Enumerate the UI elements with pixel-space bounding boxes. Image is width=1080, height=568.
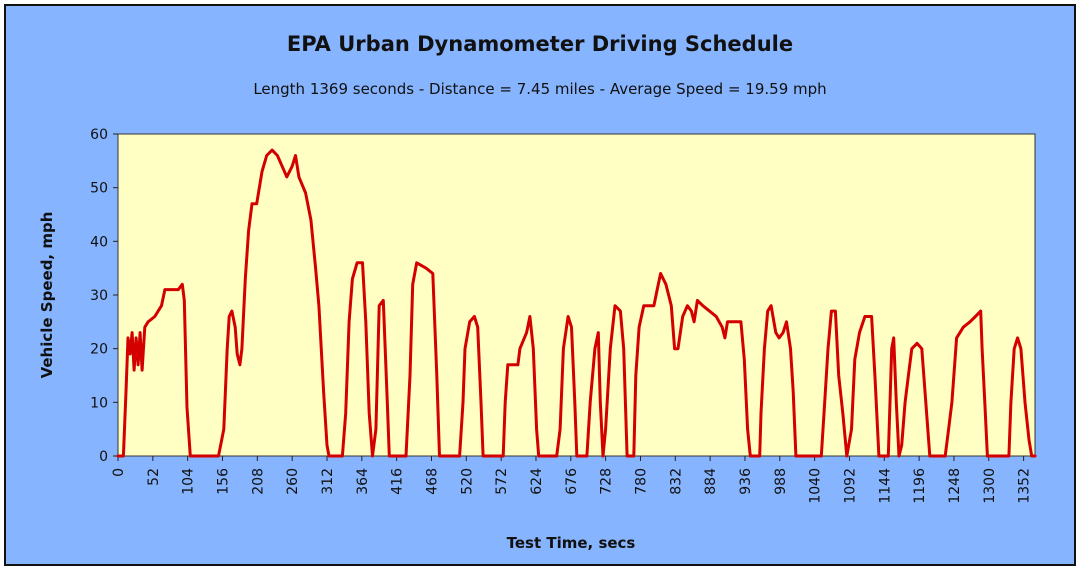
x-tick-label: 624 [529, 468, 545, 495]
speed-series-line [116, 148, 1037, 458]
x-axis-label: Test Time, secs [507, 534, 636, 552]
x-tick-label: 312 [320, 468, 336, 495]
x-tick-label: 260 [285, 468, 301, 495]
x-tick-label: 416 [390, 468, 406, 495]
y-tick-label: 20 [90, 342, 108, 358]
x-tick-label: 832 [668, 468, 684, 495]
x-tick-label: 1248 [947, 468, 963, 504]
x-tick-label: 1196 [912, 468, 928, 504]
y-tick-label: 60 [90, 127, 108, 143]
y-axis-label: Vehicle Speed, mph [38, 212, 56, 379]
y-tick-label: 30 [90, 288, 108, 304]
chart-canvas: EPA Urban Dynamometer Driving Schedule L… [38, 32, 1037, 552]
series-layer [116, 148, 1037, 458]
x-tick-label: 572 [494, 468, 510, 495]
y-tick-label: 10 [90, 395, 108, 411]
chart-title: EPA Urban Dynamometer Driving Schedule [287, 32, 793, 56]
chart-subtitle: Length 1369 seconds - Distance = 7.45 mi… [253, 80, 826, 98]
x-tick-label: 884 [703, 468, 719, 495]
y-tick-label: 40 [90, 234, 108, 250]
y-tick-label: 0 [99, 449, 108, 465]
x-tick-label: 208 [250, 468, 266, 495]
x-tick-label: 1092 [842, 468, 858, 504]
x-tick-label: 1040 [808, 468, 824, 504]
x-tick-label: 0 [111, 468, 127, 477]
chart-frame: EPA Urban Dynamometer Driving Schedule L… [4, 4, 1076, 566]
y-tick-label: 50 [90, 181, 108, 197]
x-axis-ticks: 0 52 104 156 208 260 312 364 416 468 520 572 624 676 7… [111, 456, 1033, 504]
x-tick-label: 780 [633, 468, 649, 495]
x-tick-label: 52 [146, 468, 162, 486]
x-tick-label: 520 [459, 468, 475, 495]
x-tick-label: 364 [355, 468, 371, 495]
plot-area [117, 133, 1036, 457]
x-tick-label: 936 [738, 468, 754, 495]
x-tick-label: 1300 [982, 468, 998, 504]
x-tick-label: 1352 [1017, 468, 1033, 504]
x-tick-label: 676 [564, 468, 580, 495]
x-tick-label: 468 [424, 468, 440, 495]
x-tick-label: 104 [181, 468, 197, 495]
y-axis-ticks: 0 10 20 30 40 50 60 [90, 127, 118, 465]
x-tick-label: 988 [773, 468, 789, 495]
x-tick-label: 1144 [877, 468, 893, 504]
x-tick-label: 156 [215, 468, 231, 495]
x-tick-label: 728 [599, 468, 615, 495]
